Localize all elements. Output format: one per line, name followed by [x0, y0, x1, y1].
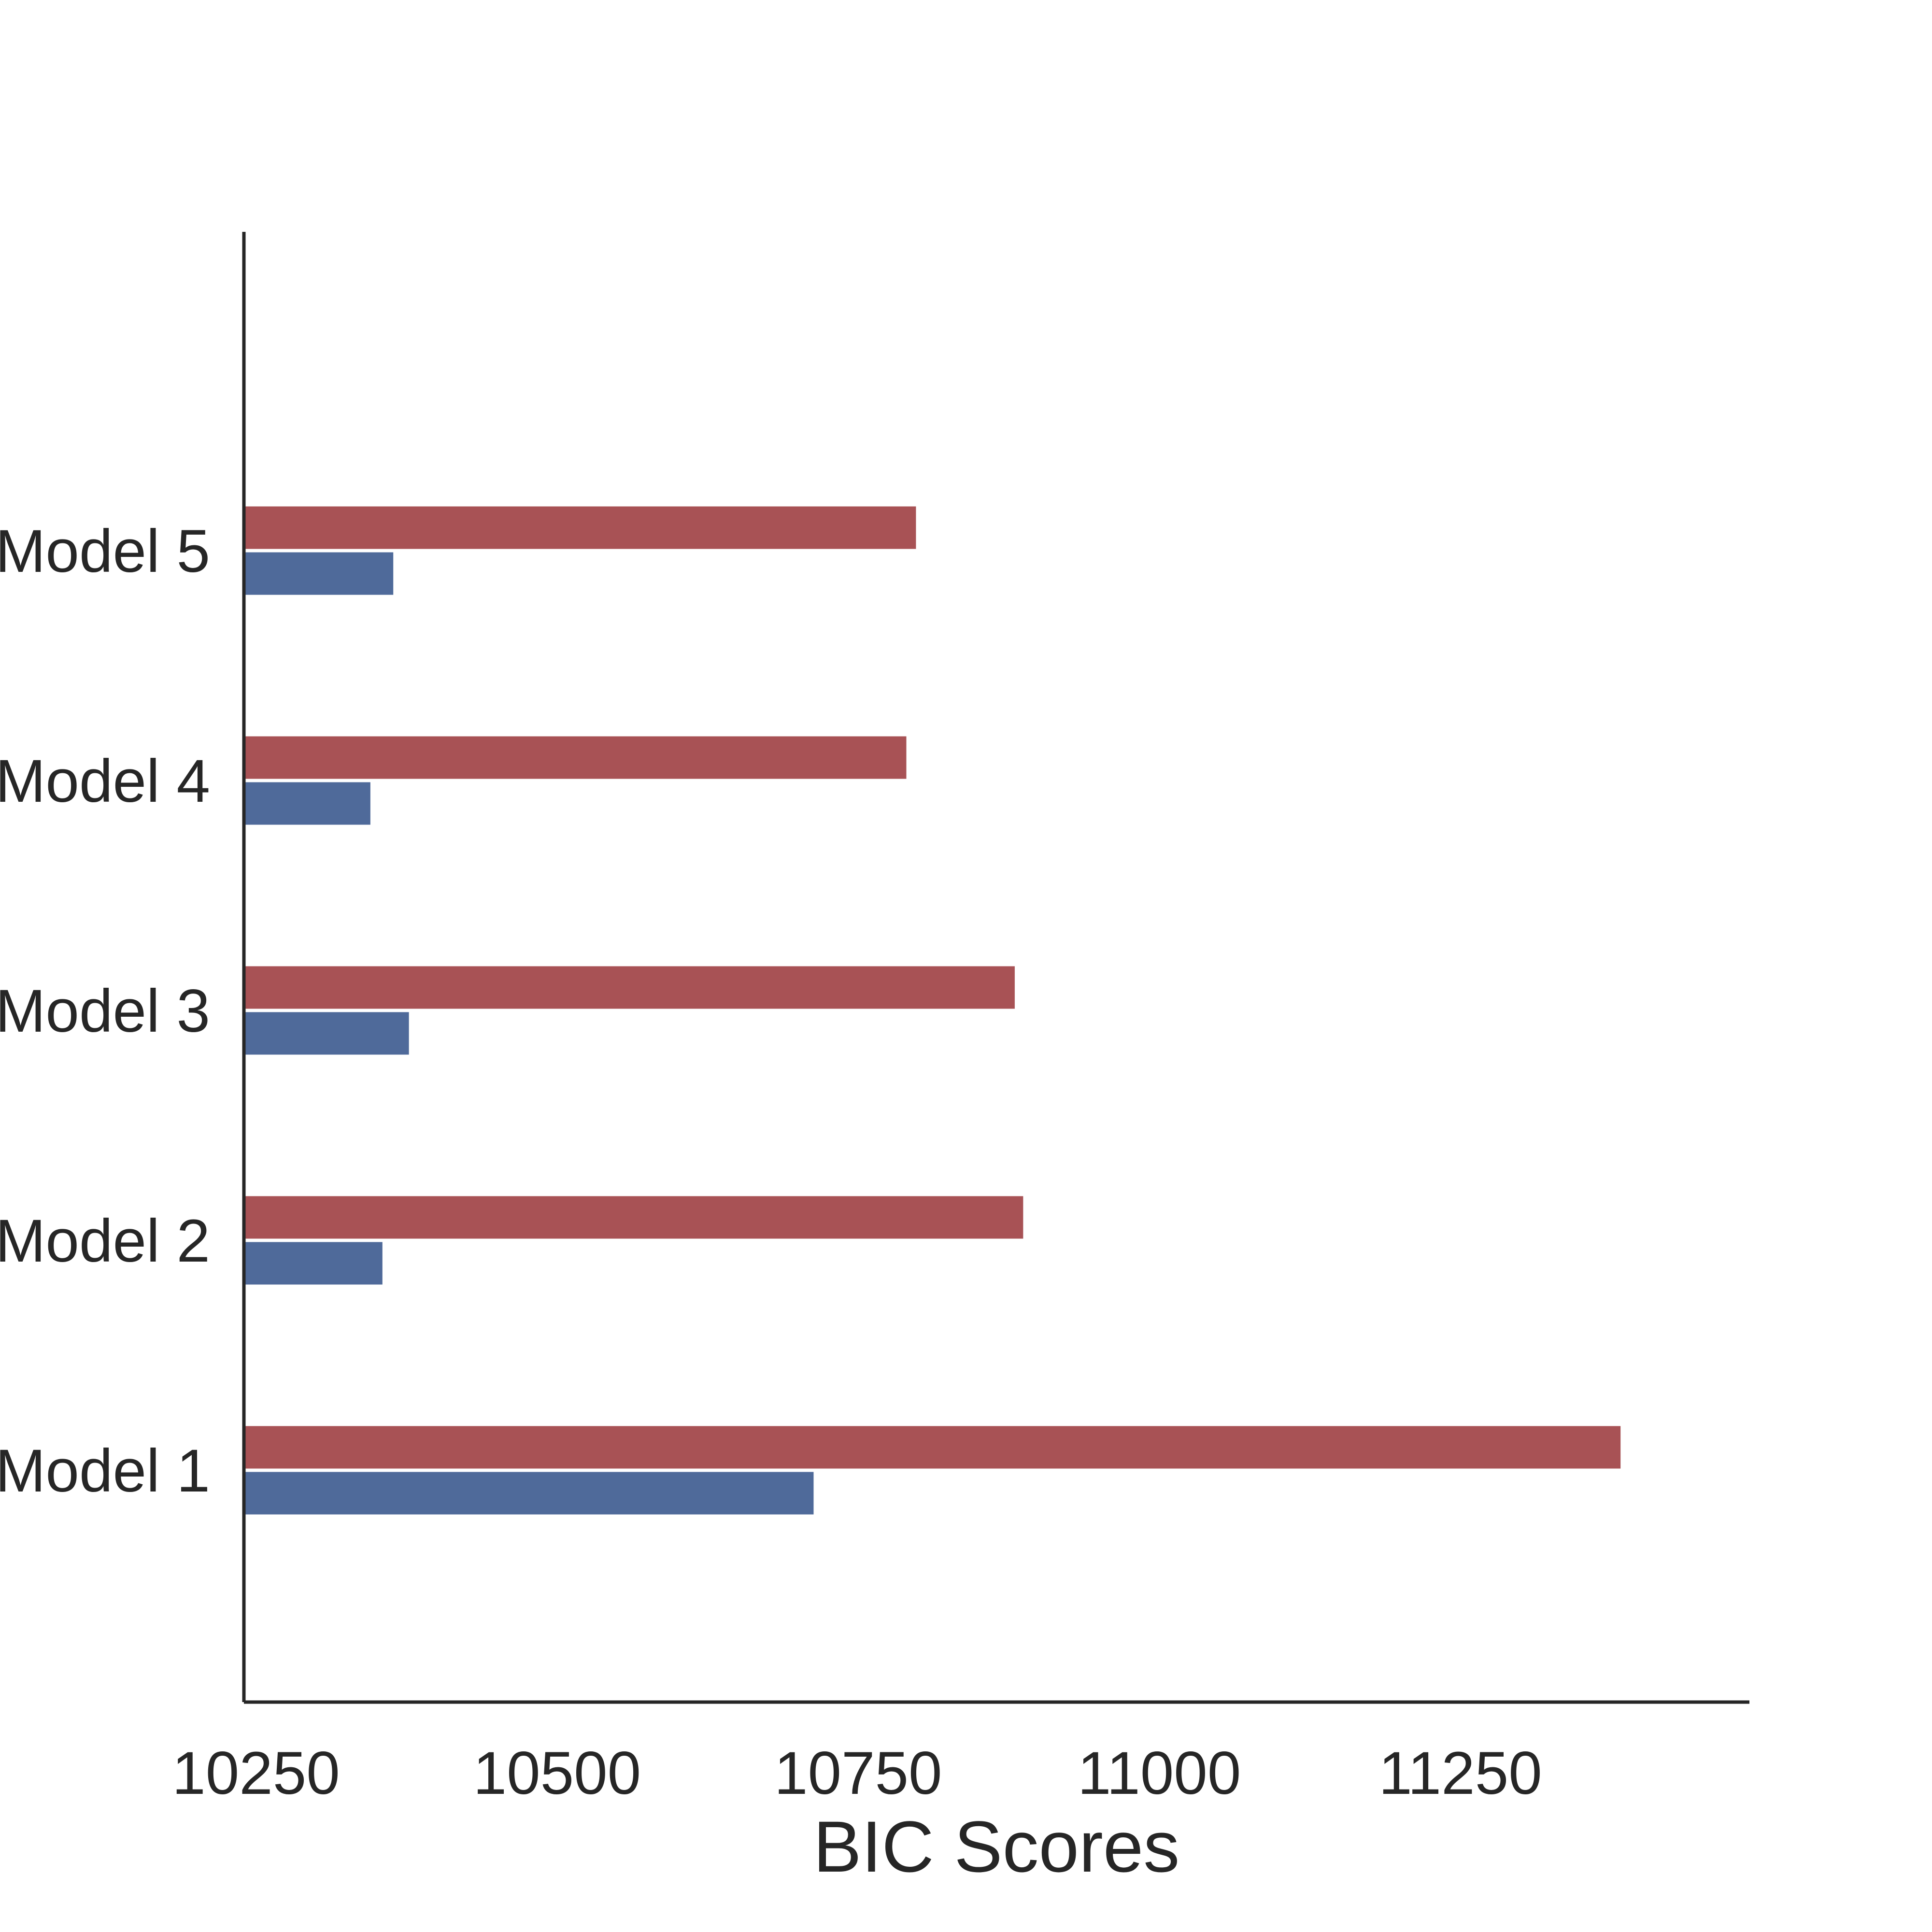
x-tick-label: 11250: [1378, 1740, 1542, 1807]
bar-blue: [244, 782, 370, 825]
category-label: Model 3: [0, 978, 210, 1045]
x-tick-label: 10750: [774, 1740, 942, 1807]
x-tick-label: 10250: [172, 1740, 340, 1807]
bar-blue: [244, 1012, 409, 1055]
bar-red: [244, 1196, 1023, 1239]
category-label: Model 5: [0, 518, 210, 585]
category-label: Model 4: [0, 748, 210, 815]
bar-blue: [244, 1242, 383, 1285]
bar-blue: [244, 1472, 814, 1515]
x-axis-title: BIC Scores: [813, 1806, 1180, 1887]
bar-red: [244, 966, 1015, 1009]
category-label: Model 2: [0, 1208, 210, 1275]
category-label: Model 1: [0, 1437, 210, 1505]
y-categories-group: Model 1 Model 2 Model 3 Model 4 Model 5: [0, 518, 210, 1505]
bars-group: [244, 506, 1621, 1515]
x-tick-label: 11000: [1078, 1740, 1241, 1807]
x-tick-label: 10500: [473, 1740, 641, 1807]
x-ticks-group: 10250 10500 10750 11000 11250: [172, 1740, 1542, 1807]
bar-red: [244, 1426, 1621, 1469]
bar-red: [244, 506, 916, 549]
bar-red: [244, 736, 907, 779]
bar-blue: [244, 552, 394, 595]
